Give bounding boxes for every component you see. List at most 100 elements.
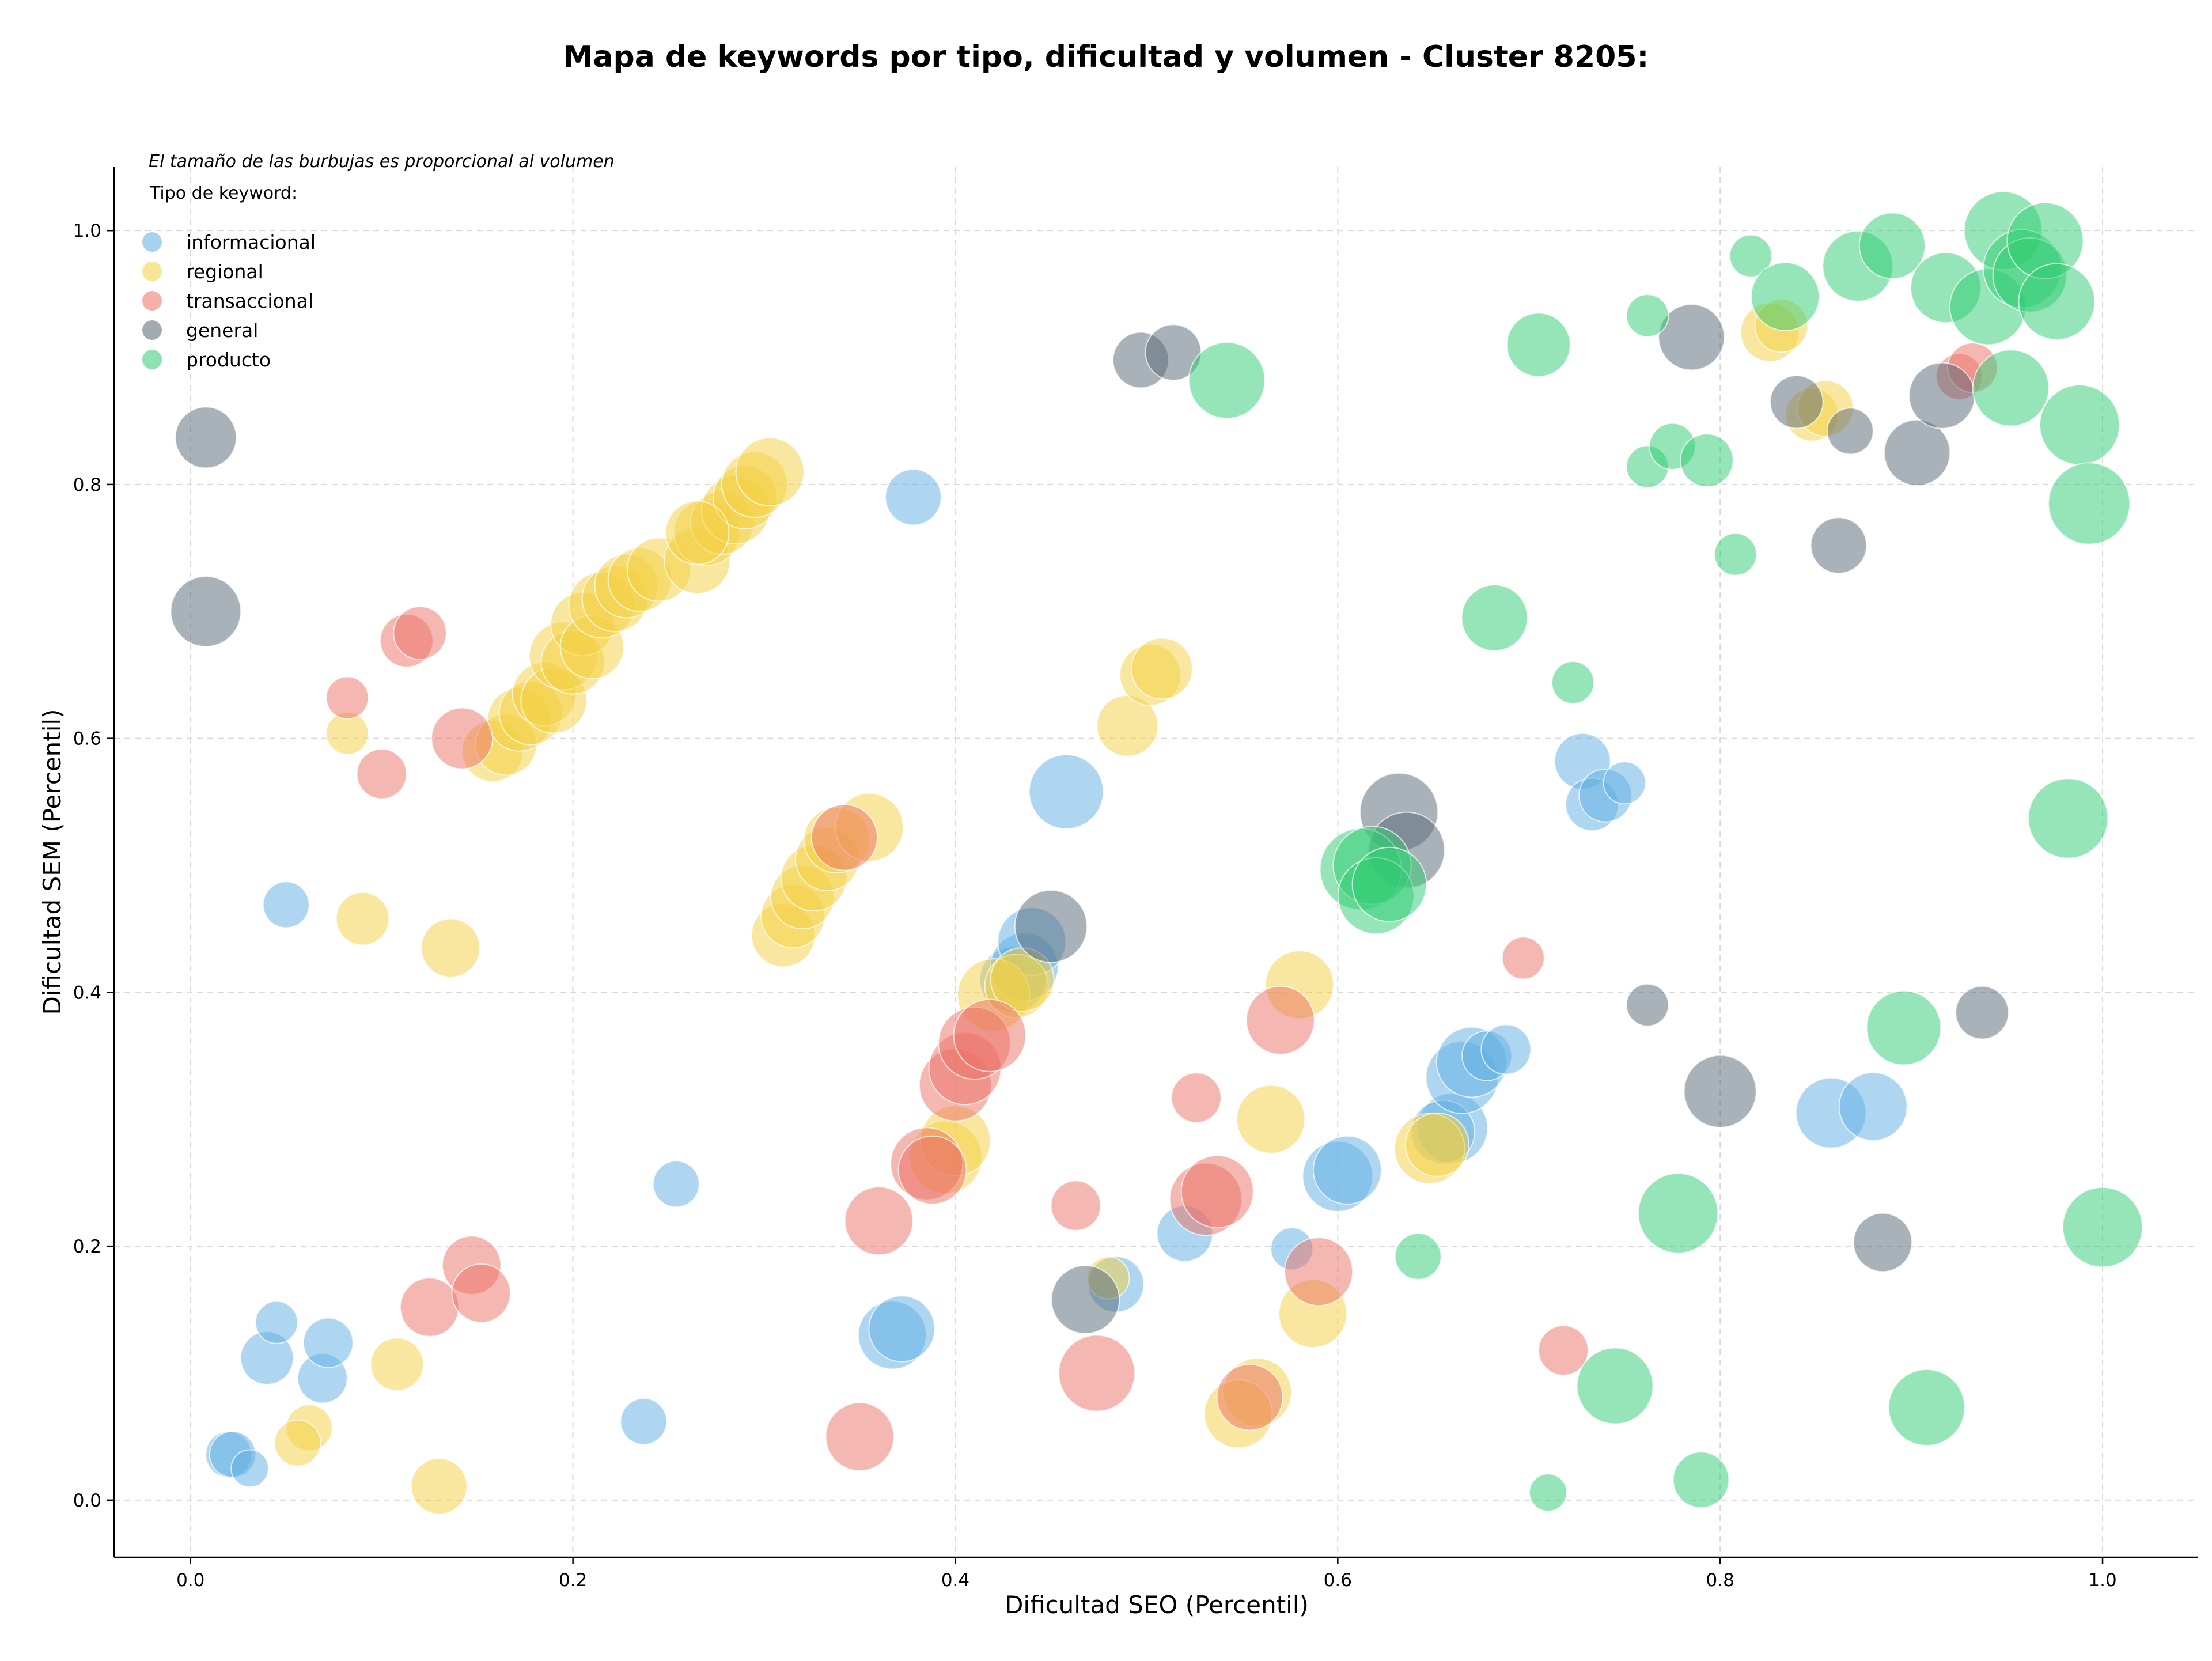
bubble-producto xyxy=(1551,661,1595,705)
bubble-producto xyxy=(1461,584,1528,652)
bubble-informacional xyxy=(1603,761,1646,805)
y-axis-label: Dificultad SEM (Percentil) xyxy=(38,709,66,1015)
bubble-general xyxy=(1658,304,1725,371)
y-tick-label: 0.8 xyxy=(73,475,101,495)
bubble-producto xyxy=(1529,1473,1567,1512)
bubble-producto xyxy=(2039,384,2120,466)
bubble-producto xyxy=(2062,1186,2143,1268)
bubble-producto xyxy=(1506,312,1571,377)
bubble-informacional xyxy=(1838,1072,1908,1141)
bubble-producto xyxy=(1672,1451,1730,1508)
bubble-informacional xyxy=(230,1449,270,1488)
bubble-general xyxy=(170,576,242,648)
bubble-producto xyxy=(1638,1172,1719,1254)
bubble-informacional xyxy=(262,881,310,929)
bubble-transaccional xyxy=(1050,1180,1101,1231)
bubble-producto xyxy=(1888,1368,1965,1446)
x-tick-label: 1.0 xyxy=(2088,1570,2116,1591)
bubble-transaccional xyxy=(825,1402,895,1471)
bubble-informacional xyxy=(868,1295,935,1363)
x-tick-label: 0.6 xyxy=(1324,1570,1352,1591)
bubble-general xyxy=(1908,362,1976,429)
bubble-producto xyxy=(2018,263,2096,340)
bubble-regional xyxy=(665,500,730,565)
legend-label: informacional xyxy=(186,231,316,253)
bubble-regional xyxy=(1130,637,1193,700)
bubble-informacional xyxy=(1312,1135,1382,1205)
bubble-transaccional xyxy=(1284,1237,1354,1307)
bubble-producto xyxy=(1394,1232,1442,1280)
bubble-regional xyxy=(1404,1112,1470,1177)
legend-item-general: general xyxy=(142,319,258,342)
y-tick-label: 0.2 xyxy=(73,1236,101,1257)
x-tick-label: 0.4 xyxy=(941,1570,969,1591)
x-axis-label: Dificultad SEO (Percentil) xyxy=(1005,1591,1309,1619)
legend-item-informacional: informacional xyxy=(142,231,316,253)
y-tick-label: 0.6 xyxy=(73,729,101,750)
bubble-producto xyxy=(2048,462,2131,545)
bubble-general xyxy=(1683,1054,1757,1128)
series-transaccional xyxy=(325,342,1998,1471)
x-tick-label: 0.8 xyxy=(1706,1570,1734,1591)
y-tick-label: 1.0 xyxy=(73,221,101,241)
bubble-informacional xyxy=(1480,1024,1532,1075)
bubble-informacional xyxy=(620,1398,668,1446)
bubble-producto xyxy=(1866,990,1942,1066)
bubble-transaccional xyxy=(844,1186,914,1256)
bubble-producto xyxy=(1714,532,1758,576)
bubble-informacional xyxy=(652,1160,700,1208)
y-tick-label: 0.4 xyxy=(73,982,101,1003)
legend-title: Tipo de keyword: xyxy=(149,183,297,203)
bubble-transaccional xyxy=(1537,1325,1589,1376)
bubble-informacional xyxy=(255,1300,298,1344)
series-informacional xyxy=(205,468,1908,1488)
legend-swatch xyxy=(142,320,162,340)
bubble-general xyxy=(1883,419,1951,486)
bubbles xyxy=(170,191,2143,1515)
bubble-size-note: El tamaño de las burbujas es proporciona… xyxy=(149,152,615,172)
bubble-transaccional xyxy=(325,676,369,720)
bubble-general xyxy=(1626,983,1669,1027)
bubble-general xyxy=(1770,374,1824,429)
bubble-regional xyxy=(274,1419,321,1467)
bubble-producto xyxy=(1680,433,1734,487)
bubble-transaccional xyxy=(1180,1155,1254,1228)
bubble-producto xyxy=(2028,778,2109,859)
legend-swatch xyxy=(142,262,162,281)
legend-label: general xyxy=(186,319,258,342)
bubble-transaccional xyxy=(393,606,447,660)
bubble-regional xyxy=(735,437,805,506)
bubble-transaccional xyxy=(399,1277,460,1337)
x-tick-label: 0.2 xyxy=(559,1570,587,1591)
bubble-transaccional xyxy=(897,1135,967,1205)
series-producto xyxy=(1188,191,2143,1512)
bubble-transaccional xyxy=(451,1263,512,1323)
bubble-regional xyxy=(1236,1084,1306,1154)
bubble-producto xyxy=(1351,846,1427,922)
bubble-producto xyxy=(1626,294,1669,338)
bubble-transaccional xyxy=(1171,1072,1222,1123)
bubble-producto xyxy=(1858,212,1926,279)
legend-label: regional xyxy=(186,260,263,283)
ticks: 0.0 0.2 0.4 0.6 0.8 1.0 0.0 0.2 0.4 0.6 0.8 1.0 xyxy=(73,221,2117,1591)
bubble-general xyxy=(1051,1265,1120,1334)
bubble-producto xyxy=(1576,1347,1654,1425)
legend-item-transaccional: transaccional xyxy=(142,290,313,312)
bubble-regional xyxy=(370,1337,425,1391)
bubble-producto xyxy=(1751,262,1820,331)
bubble-transaccional xyxy=(1216,1364,1283,1431)
bubble-general xyxy=(1826,407,1874,455)
bubble-transaccional xyxy=(953,998,1027,1072)
bubble-transaccional xyxy=(1501,936,1545,980)
bubble-general xyxy=(175,406,237,469)
legend-swatch xyxy=(142,291,162,311)
bubble-informacional xyxy=(1028,754,1104,830)
bubble-regional xyxy=(410,1458,468,1515)
bubble-general xyxy=(1853,1212,1913,1273)
bubble-informacional xyxy=(885,468,942,526)
bubble-transaccional xyxy=(1245,985,1315,1055)
bubble-producto xyxy=(1729,234,1772,278)
series-general xyxy=(170,304,2009,1334)
x-tick-label: 0.0 xyxy=(176,1570,204,1591)
